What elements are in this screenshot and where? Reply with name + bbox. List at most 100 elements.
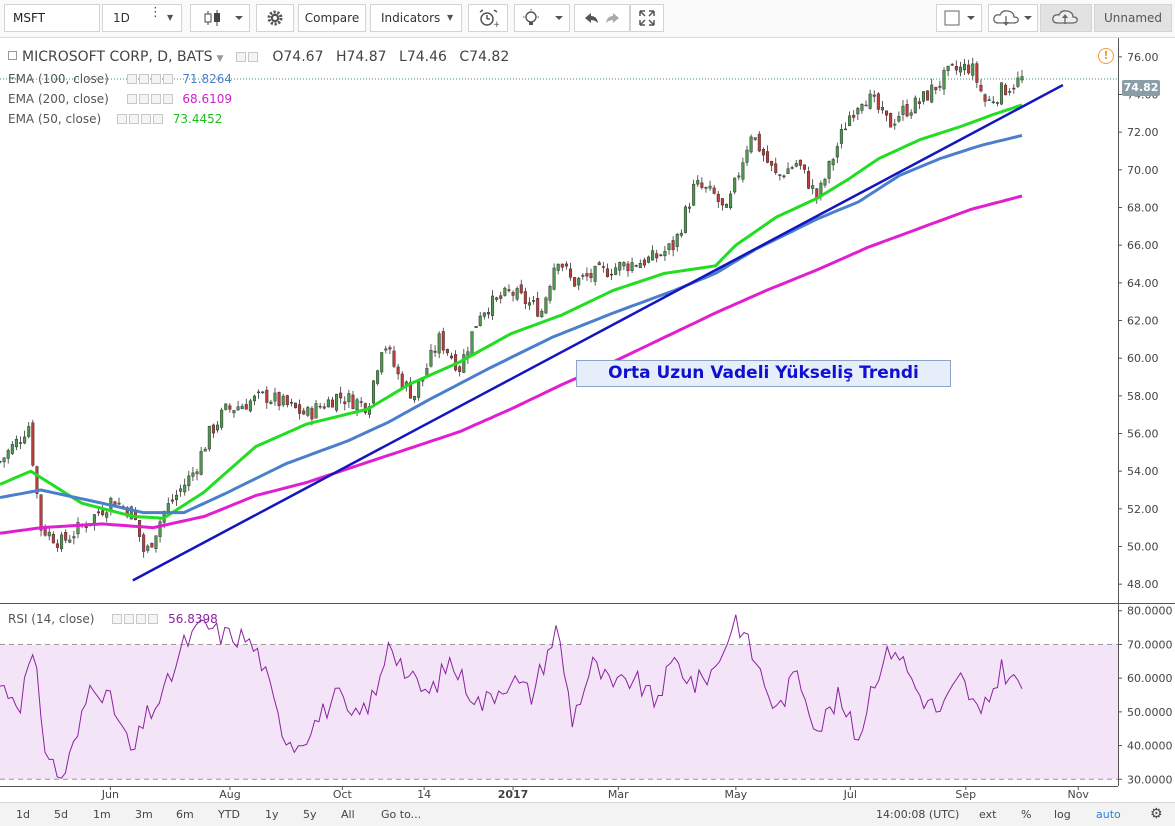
candle bbox=[589, 268, 593, 283]
candle bbox=[581, 273, 585, 280]
eye-icon[interactable] bbox=[116, 114, 127, 124]
interval-dropdown[interactable]: 1D ⋮ ▼ bbox=[102, 4, 182, 32]
plus-icon[interactable] bbox=[140, 114, 151, 124]
rsi-line[interactable] bbox=[0, 614, 1023, 779]
candle bbox=[392, 345, 396, 369]
rsi-controls bbox=[112, 612, 160, 626]
clock-text[interactable]: 14:00:08 (UTC) bbox=[876, 808, 960, 821]
range-1m[interactable]: 1m bbox=[93, 808, 111, 821]
ema50-label: EMA (50, close) bbox=[8, 112, 102, 126]
main-legend: MICROSOFT CORP, D, BATS ▼ O74.67 H74.87 L… bbox=[8, 49, 509, 65]
percent-toggle[interactable]: % bbox=[1021, 808, 1032, 821]
plus-icon[interactable] bbox=[136, 614, 147, 624]
settings-button[interactable] bbox=[256, 4, 294, 32]
candle bbox=[343, 396, 347, 411]
candle bbox=[831, 157, 835, 171]
candle bbox=[228, 403, 232, 413]
candle bbox=[950, 63, 954, 67]
range-3m[interactable]: 3m bbox=[135, 808, 153, 821]
plus-icon[interactable] bbox=[150, 74, 161, 84]
range-ytd[interactable]: YTD bbox=[218, 808, 240, 821]
candle bbox=[269, 399, 273, 405]
plus-icon[interactable] bbox=[150, 94, 161, 104]
candle bbox=[495, 296, 499, 302]
c-value: 74.82 bbox=[469, 49, 510, 65]
ema100-line[interactable] bbox=[0, 133, 1023, 515]
candle bbox=[265, 386, 269, 409]
gear-icon[interactable] bbox=[138, 94, 149, 104]
auto-toggle[interactable]: auto bbox=[1096, 808, 1121, 821]
gear-icon bbox=[267, 10, 283, 26]
undo-redo-buttons[interactable] bbox=[574, 4, 630, 32]
fullscreen-button[interactable] bbox=[630, 4, 664, 32]
load-chart-button[interactable] bbox=[988, 4, 1038, 32]
compare-button[interactable]: Compare bbox=[298, 4, 366, 32]
chart-area[interactable]: 48.00 50.00 52.00 54.00 56.00 58.00 60.00 62.00… bbox=[0, 38, 1175, 802]
eye-icon[interactable] bbox=[235, 52, 246, 62]
l-value: 74.46 bbox=[406, 49, 447, 65]
close-icon[interactable] bbox=[162, 74, 173, 84]
candle bbox=[458, 365, 462, 377]
gear-icon[interactable] bbox=[128, 114, 139, 124]
symbol-text: MSFT bbox=[13, 11, 45, 25]
indicators-button[interactable]: Indicators ▼ bbox=[370, 4, 462, 32]
legend-collapse-icon[interactable] bbox=[8, 51, 17, 60]
candle bbox=[376, 369, 380, 386]
eye-icon[interactable] bbox=[112, 614, 123, 624]
candle bbox=[84, 521, 88, 533]
ideas-button[interactable] bbox=[514, 4, 570, 32]
eye-icon[interactable] bbox=[126, 94, 137, 104]
range-5d[interactable]: 5d bbox=[54, 808, 68, 821]
range-5y[interactable]: 5y bbox=[303, 808, 317, 821]
gear-icon[interactable] bbox=[247, 52, 258, 62]
ema50-line[interactable] bbox=[0, 103, 1023, 520]
gear-icon[interactable] bbox=[124, 614, 135, 624]
close-icon[interactable] bbox=[148, 614, 159, 624]
candle bbox=[101, 504, 105, 517]
candle bbox=[527, 297, 531, 311]
candle bbox=[39, 494, 43, 537]
range-all[interactable]: All bbox=[341, 808, 355, 821]
goto-button[interactable]: Go to... bbox=[381, 808, 422, 821]
symbol-search-input[interactable]: MSFT bbox=[4, 4, 100, 32]
info-warning-icon[interactable]: ! bbox=[1098, 48, 1114, 64]
candle bbox=[232, 410, 236, 418]
close-icon[interactable] bbox=[152, 114, 163, 124]
color-picker-button[interactable] bbox=[936, 4, 982, 32]
log-toggle[interactable]: log bbox=[1054, 808, 1071, 821]
candle bbox=[958, 61, 962, 77]
candle bbox=[733, 177, 737, 195]
time-tick-label: Sep bbox=[955, 788, 976, 801]
layout-name-button[interactable]: Unnamed bbox=[1094, 4, 1172, 32]
ext-toggle[interactable]: ext bbox=[979, 808, 997, 821]
chevron-down-icon: ▼ bbox=[167, 13, 174, 22]
chart-style-button[interactable] bbox=[190, 4, 250, 32]
save-chart-button[interactable] bbox=[1040, 4, 1092, 32]
candle bbox=[991, 96, 995, 105]
gear-icon[interactable] bbox=[138, 74, 149, 84]
candle bbox=[408, 377, 412, 399]
chart-canvas[interactable]: 48.00 50.00 52.00 54.00 56.00 58.00 60.00 62.00… bbox=[0, 38, 1175, 802]
range-1d[interactable]: 1d bbox=[16, 808, 30, 821]
rsi-legend: RSI (14, close) 56.8398 bbox=[8, 612, 218, 626]
trend-line[interactable] bbox=[132, 83, 1064, 582]
range-1y[interactable]: 1y bbox=[265, 808, 279, 821]
trend-annotation[interactable]: Orta Uzun Vadeli Yükseliş Trendi bbox=[576, 360, 951, 387]
eye-icon[interactable] bbox=[126, 74, 137, 84]
range-6m[interactable]: 6m bbox=[176, 808, 194, 821]
candle bbox=[798, 159, 802, 170]
close-icon[interactable] bbox=[162, 94, 173, 104]
candle bbox=[605, 263, 609, 278]
candle bbox=[92, 513, 96, 531]
price-tick-label: 68.00 bbox=[1127, 202, 1159, 215]
alert-button[interactable]: + bbox=[468, 4, 508, 32]
candle bbox=[946, 65, 950, 77]
gear-icon[interactable]: ⚙ bbox=[1150, 806, 1163, 822]
chevron-down-icon[interactable]: ▼ bbox=[216, 54, 224, 64]
ema200-line[interactable] bbox=[0, 194, 1023, 535]
candle bbox=[568, 262, 573, 281]
candle bbox=[298, 399, 302, 420]
time-tick-label: May bbox=[724, 788, 747, 801]
candle bbox=[55, 539, 59, 552]
candle bbox=[339, 386, 343, 404]
